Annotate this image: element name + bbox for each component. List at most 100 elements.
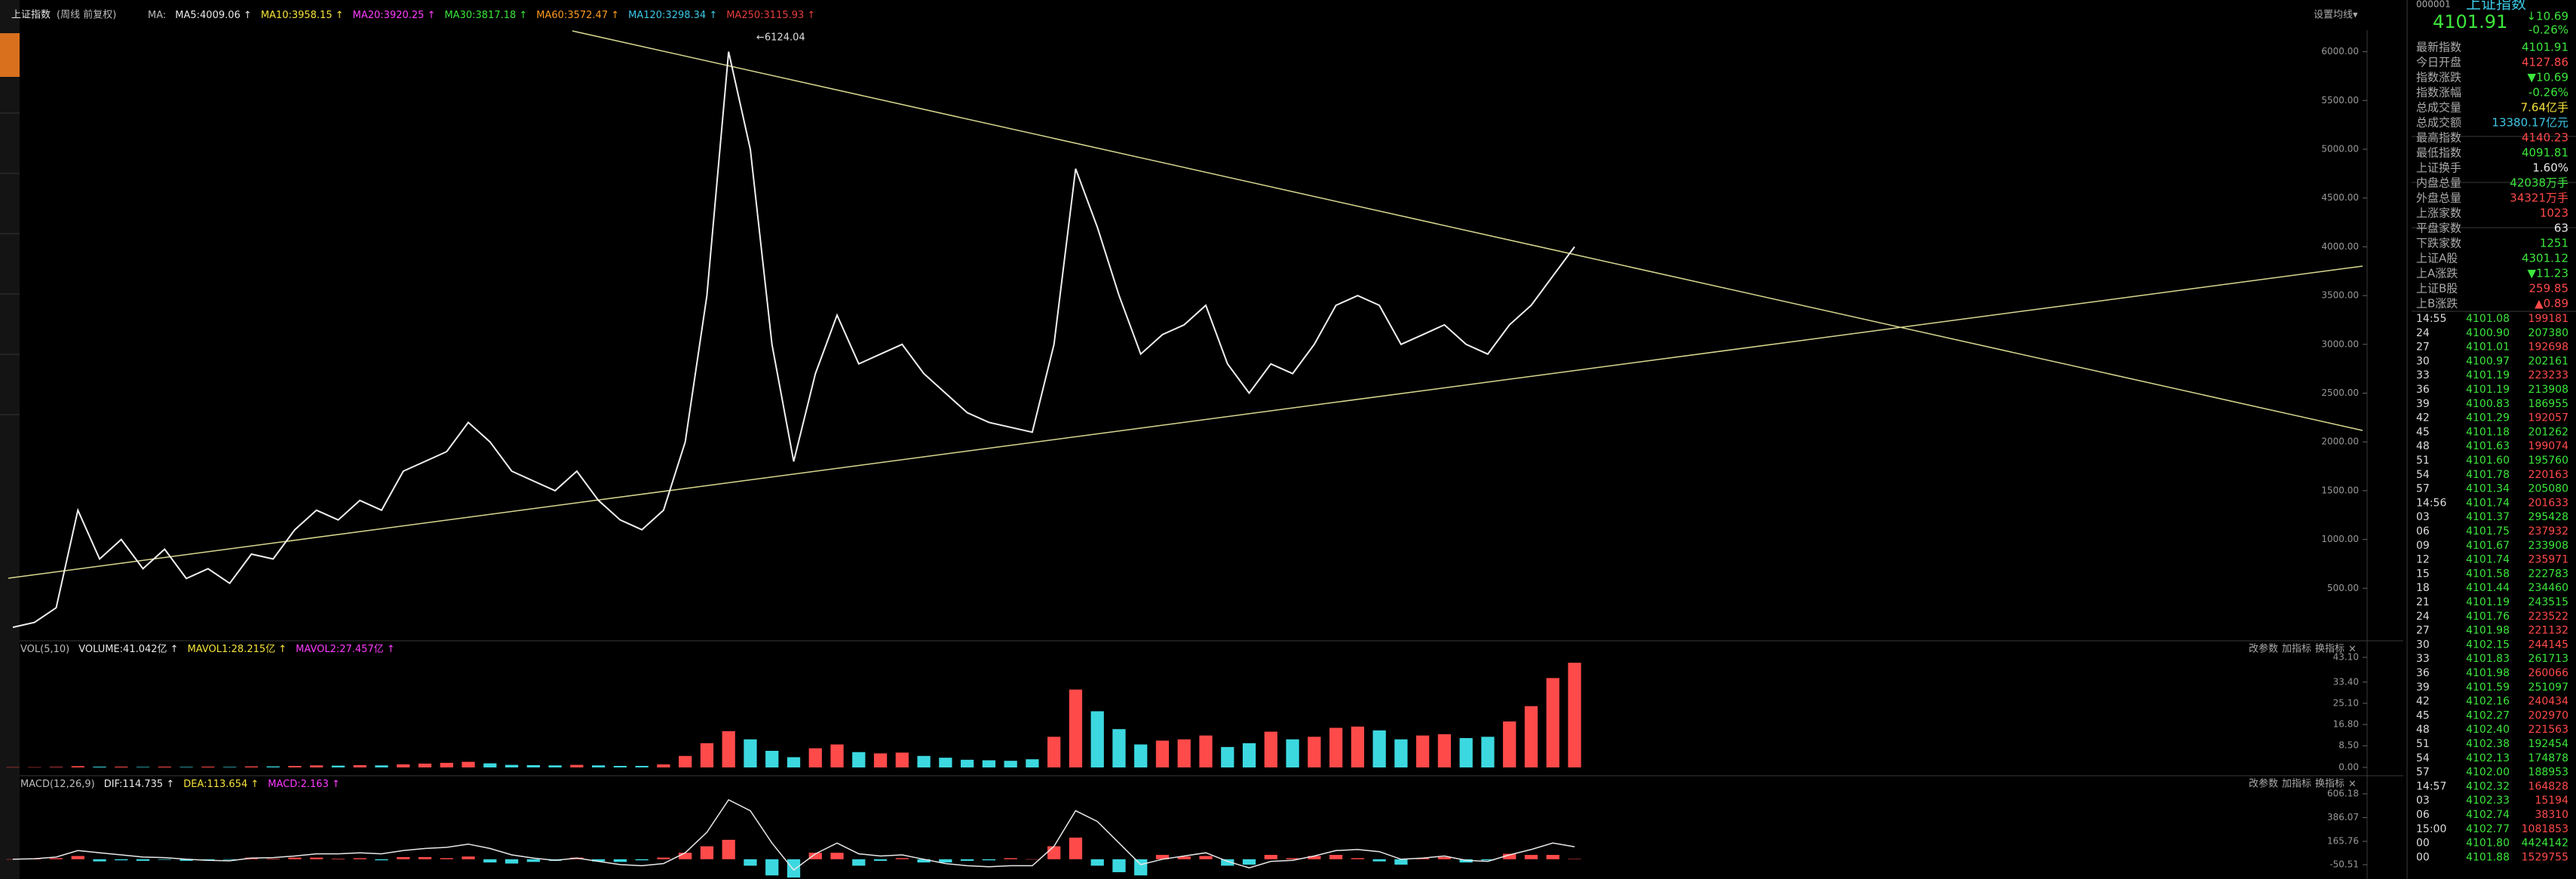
volume-bar	[808, 748, 822, 767]
tick-time: 18	[2416, 582, 2430, 594]
y-tick-label: 386.07	[2327, 812, 2359, 822]
macd-bar	[1221, 859, 1234, 866]
volume-bar	[1546, 678, 1559, 767]
volume-bar	[28, 767, 41, 768]
quote-value: ▼11.23	[2528, 267, 2568, 280]
volume-bar	[613, 765, 627, 767]
tick-time: 48	[2416, 440, 2430, 452]
tick-price: 4102.27	[2466, 709, 2510, 721]
tick-volume: 222783	[2528, 568, 2568, 580]
y-tick-label: 25.10	[2333, 697, 2359, 708]
tick-price: 4101.74	[2466, 554, 2510, 566]
macd-bar	[635, 859, 649, 861]
volume-bar	[1177, 739, 1191, 767]
legend-item: MACD(12,26,9)	[20, 779, 95, 790]
macd-bar	[6, 859, 20, 860]
tick-time: 57	[2416, 483, 2430, 495]
panel-button[interactable]: 改参数	[2249, 778, 2278, 790]
volume-bar	[939, 758, 952, 767]
toolbar-active-tab[interactable]	[0, 33, 20, 77]
panel-button[interactable]: 加指标	[2282, 779, 2311, 790]
quote-label: 总成交额	[2416, 116, 2461, 130]
tick-price: 4101.63	[2466, 440, 2510, 452]
trendline-upper[interactable]	[572, 30, 2363, 431]
tick-time: 14:57	[2416, 780, 2446, 792]
y-tick-label: 2500.00	[2321, 387, 2359, 398]
tick-volume: 174878	[2528, 752, 2568, 764]
macd-bar	[1264, 855, 1277, 859]
tick-volume: 201633	[2528, 497, 2568, 509]
tick-time: 24	[2416, 611, 2430, 623]
tick-price: 4101.08	[2466, 313, 2510, 325]
quote-label: 下跌家数	[2416, 237, 2461, 250]
volume-bar	[744, 739, 757, 767]
tick-price: 4101.18	[2466, 426, 2510, 438]
legend-item: MA30:3817.18 ↑	[444, 10, 527, 21]
tick-time: 30	[2416, 355, 2430, 367]
chart-title: 上证指数	[11, 10, 51, 21]
macd-bar	[397, 856, 410, 859]
y-tick-label: 3000.00	[2321, 338, 2359, 349]
quote-value: 4091.81	[2522, 146, 2568, 160]
macd-bar	[852, 859, 866, 866]
peak-annotation: ←6124.04	[756, 32, 805, 44]
panel-button[interactable]: 改参数	[2249, 643, 2278, 655]
panel-button[interactable]: ×	[2348, 644, 2357, 655]
tick-volume: 233908	[2528, 540, 2568, 552]
volume-bar	[765, 750, 779, 767]
tick-volume: 243515	[2528, 596, 2568, 608]
macd-bar	[526, 859, 540, 862]
volume-bar	[982, 760, 996, 767]
tick-price: 4101.19	[2466, 596, 2510, 608]
volume-bar	[1264, 731, 1277, 767]
tick-volume: 15194	[2535, 795, 2568, 807]
tick-price: 4102.15	[2466, 639, 2510, 651]
legend-item: MACD:2.163 ↑	[268, 779, 340, 790]
volume-bar	[1568, 663, 1581, 767]
panel-button[interactable]: ×	[2348, 779, 2357, 790]
macd-bar	[873, 859, 888, 861]
tick-price: 4101.34	[2466, 483, 2510, 495]
macd-bar	[960, 859, 974, 861]
tick-time: 33	[2416, 369, 2430, 381]
tick-time: 54	[2416, 469, 2430, 481]
quote-label: 上证B股	[2416, 282, 2458, 296]
y-tick-label: 5500.00	[2321, 95, 2359, 106]
macd-bar	[982, 859, 996, 861]
quote-value: 34321万手	[2510, 191, 2568, 205]
panel-button[interactable]: 加指标	[2282, 644, 2311, 655]
tick-time: 00	[2416, 851, 2430, 863]
volume-bar	[873, 753, 888, 767]
volume-bar	[1351, 726, 1364, 767]
ma-setting-button[interactable]: 设置均线▾	[2314, 10, 2358, 21]
macd-bar	[1134, 859, 1148, 876]
price-line	[12, 51, 1575, 629]
macd-bar	[1372, 859, 1386, 862]
tick-volume: 237932	[2528, 525, 2568, 538]
macd-bar	[1026, 859, 1039, 860]
volume-bar	[418, 763, 432, 767]
tick-volume: 202970	[2528, 709, 2568, 721]
tick-time: 14:55	[2416, 313, 2446, 325]
macd-bar	[765, 859, 779, 876]
y-tick-label: 4000.00	[2321, 241, 2359, 252]
tick-time: 14:56	[2416, 497, 2446, 509]
price-change-pct: -0.26%	[2528, 23, 2568, 37]
macd-bar	[49, 858, 63, 859]
quote-value: 4140.23	[2522, 131, 2568, 145]
quote-label: 最高指数	[2416, 131, 2461, 145]
tick-time: 09	[2416, 540, 2430, 552]
tick-time: 03	[2416, 511, 2430, 523]
macd-bar	[1047, 846, 1061, 859]
volume-bar	[1026, 759, 1039, 767]
tick-volume: 38310	[2535, 809, 2568, 821]
y-tick-label: 165.76	[2327, 836, 2359, 847]
macd-bar	[1112, 859, 1126, 872]
tick-volume: 295428	[2528, 511, 2568, 523]
volume-bar	[526, 764, 540, 767]
trendline-lower[interactable]	[8, 265, 2363, 579]
panel-button[interactable]: 换指标	[2315, 644, 2344, 655]
tick-price: 4101.44	[2466, 582, 2510, 594]
macd-bar	[1416, 858, 1430, 859]
panel-button[interactable]: 换指标	[2315, 779, 2344, 790]
